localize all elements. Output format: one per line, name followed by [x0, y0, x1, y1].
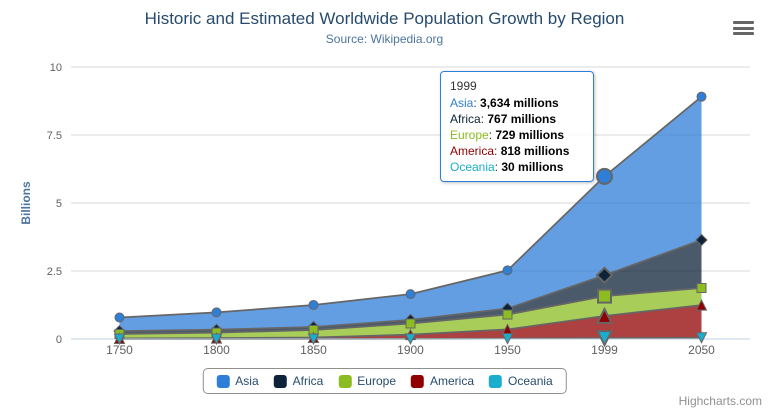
point-marker-triangle[interactable]	[695, 298, 708, 311]
legend-label: America	[430, 374, 475, 388]
export-menu-button[interactable]	[733, 21, 754, 35]
point-marker-square[interactable]	[597, 288, 612, 304]
legend-item-oceania[interactable]: Oceania	[489, 374, 553, 388]
point-marker-triangle[interactable]	[595, 306, 614, 324]
legend-label: Europe	[357, 374, 397, 388]
point-marker-triangle-down[interactable]	[404, 333, 417, 345]
point-marker-triangle-down[interactable]	[307, 333, 320, 346]
legend: Asia Africa Europe America Oceania	[202, 368, 567, 394]
x-axis-label: 2050	[688, 343, 715, 357]
area-africa[interactable]	[119, 239, 702, 335]
point-marker-circle[interactable]	[696, 91, 707, 102]
y-axis-label: 0	[56, 334, 62, 346]
x-axis-label: 1950	[494, 343, 521, 357]
area-asia[interactable]	[119, 96, 702, 332]
chart-subtitle: Source: Wikipedia.org	[325, 32, 444, 46]
point-marker-circle[interactable]	[211, 307, 222, 318]
x-axis-label: 1999	[591, 343, 618, 357]
legend-label: Asia	[235, 374, 259, 388]
point-marker-circle[interactable]	[405, 289, 416, 300]
x-axis-label: 1850	[300, 343, 327, 357]
legend-label: Africa	[292, 374, 324, 388]
point-marker-diamond[interactable]	[595, 266, 614, 285]
legend-swatch-icon	[338, 374, 352, 388]
point-marker-circle[interactable]	[502, 265, 513, 276]
x-axis-label: 1900	[397, 343, 424, 357]
x-axis-label: 1800	[203, 343, 230, 357]
point-marker-circle[interactable]	[596, 167, 613, 185]
hamburger-icon	[733, 21, 754, 24]
legend-item-africa[interactable]: Africa	[273, 374, 324, 388]
legend-item-asia[interactable]: Asia	[216, 374, 259, 388]
y-axis-label: 5	[56, 198, 62, 210]
y-axis-label: 10	[50, 62, 62, 74]
point-marker-triangle-down[interactable]	[595, 330, 614, 348]
point-marker-diamond[interactable]	[695, 233, 708, 247]
point-marker-triangle-down[interactable]	[695, 332, 708, 344]
point-marker-square[interactable]	[405, 318, 416, 329]
point-marker-circle[interactable]	[114, 312, 125, 323]
legend-item-america[interactable]: America	[411, 374, 474, 388]
x-axis-label: 1750	[106, 343, 133, 357]
legend-swatch-icon	[273, 374, 287, 388]
area-america[interactable]	[119, 305, 702, 339]
point-marker-triangle-down[interactable]	[501, 333, 514, 345]
legend-label: Oceania	[508, 374, 553, 388]
legend-swatch-icon	[216, 374, 230, 388]
legend-swatch-icon	[489, 374, 503, 388]
point-marker-triangle-down[interactable]	[113, 333, 126, 346]
credits-link[interactable]: Highcharts.com	[678, 394, 762, 408]
chart-title: Historic and Estimated Worldwide Populat…	[144, 9, 625, 28]
y-axis-label: 7.5	[47, 130, 62, 142]
point-marker-triangle-down[interactable]	[210, 333, 223, 346]
y-axis-title: Billions	[19, 181, 33, 225]
legend-swatch-icon	[411, 374, 425, 388]
hamburger-icon	[733, 32, 754, 35]
point-marker-square[interactable]	[696, 283, 707, 293]
legend-item-europe[interactable]: Europe	[338, 374, 396, 388]
point-marker-circle[interactable]	[308, 299, 319, 310]
y-axis-label: 2.5	[47, 266, 62, 278]
hamburger-icon	[733, 26, 754, 30]
point-marker-square[interactable]	[502, 309, 513, 320]
